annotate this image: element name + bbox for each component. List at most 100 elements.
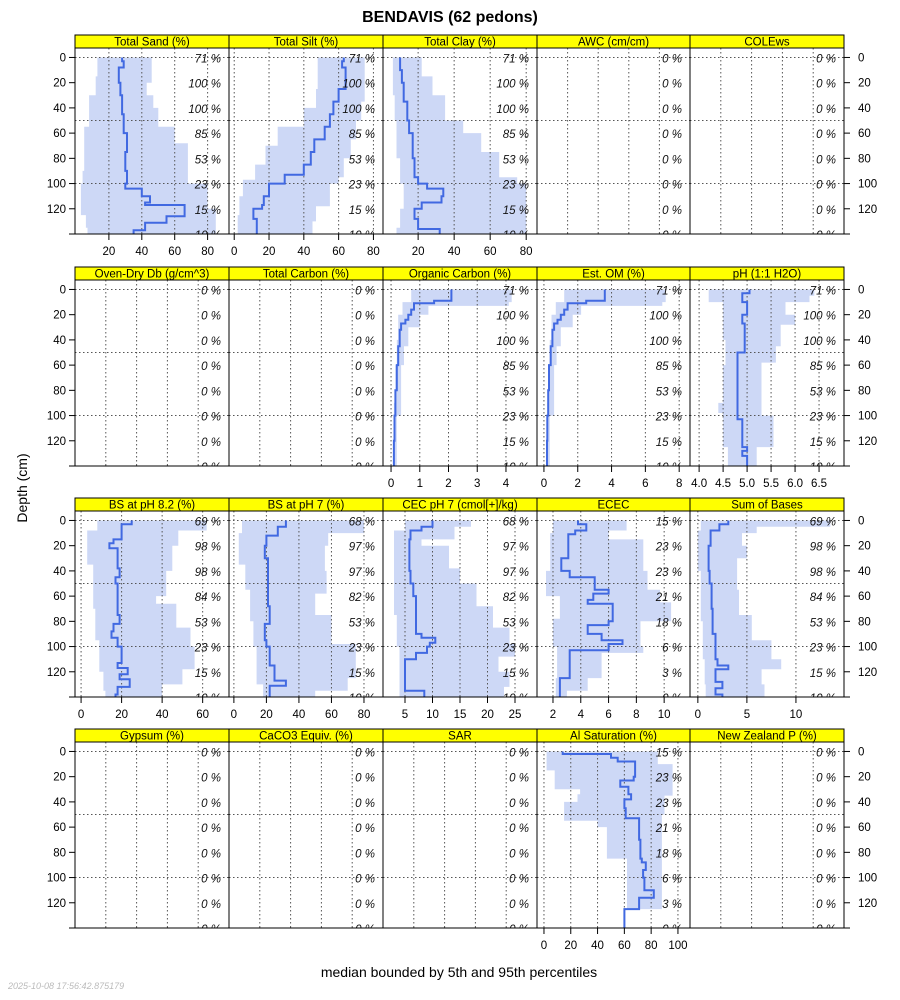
sample-percent-label: 98 %: [810, 542, 836, 554]
median-line: [736, 289, 751, 466]
sample-percent-label: 100 %: [803, 311, 836, 323]
y-tick-label-left: 80: [53, 847, 66, 859]
y-tick-label-right: 40: [858, 797, 871, 809]
y-tick-label-left: 100: [47, 411, 66, 423]
sample-percent-label: 98 %: [195, 567, 221, 579]
y-tick-label-left: 40: [53, 335, 66, 347]
panel-5: Oven-Dry Db (g/cm^3)0 %0 %0 %0 %0 %0 %0 …: [47, 266, 230, 474]
sample-percent-label: 23 %: [348, 643, 375, 655]
sample-percent-label: 15 %: [503, 668, 529, 680]
sample-percent-label: 0 %: [816, 154, 836, 166]
panel-title: Total Sand (%): [114, 37, 190, 49]
x-tick-label: 20: [260, 709, 273, 721]
sample-percent-label: 0 %: [355, 336, 375, 348]
sample-percent-label: 71 %: [195, 53, 221, 65]
x-tick-label: 80: [201, 246, 214, 258]
y-tick-label-left: 120: [47, 204, 66, 216]
sample-percent-label: 10 %: [503, 230, 529, 242]
sample-percent-label: 18 %: [656, 848, 682, 860]
y-tick-label-left: 20: [53, 78, 66, 90]
sample-percent-label: 100 %: [188, 104, 221, 116]
sample-percent-label: 0 %: [662, 154, 682, 166]
panel-title: Gypsum (%): [120, 731, 184, 743]
panel-plot-area: 68 % 97 % 97 % 82 % 53 % 23 % 15 % 10 %: [383, 511, 537, 697]
sample-percent-label: 10 %: [349, 693, 375, 705]
x-tick-label: 0: [231, 709, 237, 721]
sample-percent-label: 21 %: [655, 823, 682, 835]
median-line: [558, 520, 624, 697]
y-tick-label-right: 20: [858, 78, 871, 90]
panel-18: Al Saturation (%) 15 % 23 % 23 % 21 % 18 % 6 %…: [536, 728, 691, 952]
sample-percent-label: 15 %: [810, 668, 836, 680]
y-tick-label-left: 0: [60, 515, 66, 527]
median-line: [108, 520, 133, 697]
sample-percent-label: 100 %: [649, 311, 682, 323]
sample-percent-label: 0 %: [816, 798, 836, 810]
sample-percent-label: 15 %: [810, 437, 836, 449]
sample-percent-label: 10 %: [810, 693, 836, 705]
sample-percent-label: 69 %: [195, 516, 221, 528]
sample-percent-label: 10 %: [503, 462, 529, 474]
y-tick-label-right: 60: [858, 360, 871, 372]
median-line: [399, 57, 445, 234]
sample-percent-label: 71 %: [349, 53, 375, 65]
panel-grid: Total Sand (%) 71 %100 %100 %85 %53 %23 %…: [47, 34, 877, 952]
x-tick-label: 40: [135, 246, 148, 258]
x-tick-label: 20: [115, 709, 128, 721]
panel-9: pH (1:1 H2O) 71 % 100 % 100 % 85 % 53 % 23 % 15…: [689, 266, 877, 490]
sample-percent-label: 0 %: [355, 311, 375, 323]
sample-percent-label: 100 %: [496, 311, 529, 323]
panel-12: CEC pH 7 (cmol[+]/kg) 68 % 97 % 97 % 82 % 53 …: [382, 497, 538, 721]
median-line: [561, 751, 655, 928]
panel-title: Total Silt (%): [274, 37, 339, 49]
x-tick-label: 6.5: [811, 478, 827, 490]
y-tick-label-left: 60: [53, 591, 66, 603]
sample-percent-label: 0 %: [201, 285, 221, 297]
sample-percent-label: 0 %: [355, 899, 375, 911]
y-tick-label-right: 80: [858, 847, 871, 859]
panel-3: AWC (cm/cm) 0 % 0 % 0 % 0 % 0 % 0 % 0 % 0 %: [536, 34, 691, 235]
sample-percent-label: 0 %: [355, 773, 375, 785]
y-axis-label: Depth (cm): [14, 453, 30, 522]
panel-15: Gypsum (%) 0 % 0 % 0 % 0 % 0 % 0 % 0 % 0 % 0 20 40 6…: [47, 728, 230, 929]
sample-percent-label: 97 %: [503, 542, 529, 554]
sample-percent-label: 0 %: [201, 462, 221, 474]
sample-percent-label: 0 %: [201, 361, 221, 373]
sample-percent-label: 23 %: [502, 180, 529, 192]
y-tick-label-left: 120: [47, 436, 66, 448]
sample-percent-label: 0 %: [355, 386, 375, 398]
sample-percent-label: 15 %: [195, 668, 221, 680]
sample-percent-label: 23 %: [194, 643, 221, 655]
panel-6: Total Carbon (%) 0 % 0 % 0 % 0 % 0 % 0 % 0 % 0 %: [228, 266, 384, 467]
sample-percent-label: 0 %: [201, 336, 221, 348]
x-tick-label: 80: [367, 246, 380, 258]
percentile-band: [393, 289, 512, 466]
panel-0: Total Sand (%) 71 % 100 % 100 % 85 % 53 % 23 %…: [47, 34, 230, 258]
sample-percent-label: 0 %: [201, 773, 221, 785]
sample-percent-label: 0 %: [816, 899, 836, 911]
sample-percent-label: 53 %: [503, 617, 529, 629]
sample-percent-label: 68 %: [349, 516, 375, 528]
y-tick-label-right: 100: [858, 411, 877, 423]
x-tick-label: 5: [402, 709, 408, 721]
panel-frame: [689, 279, 845, 467]
x-tick-label: 20: [481, 709, 494, 721]
x-tick-label: 0: [78, 709, 84, 721]
panel-plot-area: 15 % 23 % 23 % 21 % 18 % 6 % 3 % 0 %: [537, 511, 690, 697]
sample-percent-label: 0 %: [201, 747, 221, 759]
panel-plot-area: 71 % 100 % 100 % 85 % 53 % 23 % 15 % 10 %: [383, 48, 537, 242]
sample-percent-label: 97 %: [503, 567, 529, 579]
panel-plot-area: 15 % 23 % 23 % 21 % 18 % 6 % 3 % 0 %: [537, 742, 690, 936]
sample-percent-label: 100 %: [342, 79, 375, 91]
panel-title: Est. OM (%): [582, 269, 645, 281]
sample-percent-label: 3 %: [662, 899, 682, 911]
panel-1: Total Silt (%) 71 % 100 % 100 % 85 % 53 % 23 %…: [228, 34, 384, 258]
sample-percent-label: 15 %: [503, 437, 529, 449]
sample-percent-label: 0 %: [816, 180, 836, 192]
panel-14: Sum of Bases 69 % 98 % 98 % 84 % 53 % 23 % 15 %…: [689, 497, 877, 721]
x-axis-label: median bounded by 5th and 95th percentil…: [321, 964, 597, 980]
sample-percent-label: 0 %: [662, 924, 682, 936]
y-tick-label-left: 40: [53, 103, 66, 115]
x-tick-label: 40: [293, 709, 306, 721]
panel-plot-area: 0 % 0 % 0 % 0 % 0 % 0 % 0 % 0 %: [229, 280, 383, 466]
